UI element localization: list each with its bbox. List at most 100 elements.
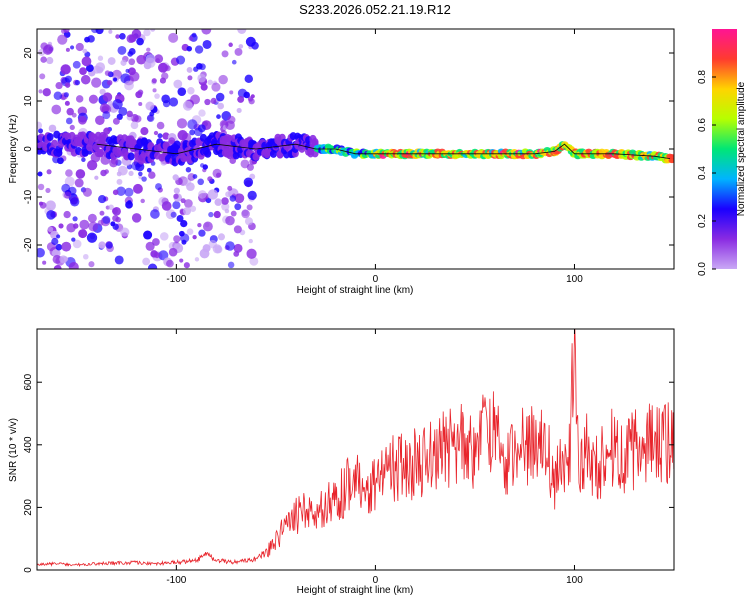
spectrogram-cell: [189, 129, 196, 136]
spectrogram-cell: [227, 185, 233, 191]
spectrogram-cell: [170, 211, 177, 218]
spectrogram-cell: [233, 243, 243, 253]
spectrogram-cell: [245, 36, 256, 47]
spectrogram-cell: [214, 245, 223, 254]
colorbar-tick-label: 0.4: [697, 166, 708, 180]
spectrogram-cell: [75, 95, 84, 103]
spectrogram-cell: [210, 139, 218, 148]
spectrogram-cell: [83, 253, 89, 260]
spectrogram-cell: [179, 258, 184, 263]
spectrogram-cell: [103, 127, 111, 135]
spectrogram-cell: [87, 35, 95, 43]
colorbar-gradient: [712, 29, 737, 269]
spectrogram-cell: [191, 32, 197, 38]
spectrogram-cell: [46, 169, 52, 175]
spectrogram-cell: [75, 169, 86, 179]
spectrogram-cell: [152, 88, 157, 93]
spectrogram-cell: [237, 95, 245, 103]
spectrogram-cell: [61, 241, 72, 252]
spectrogram-cell: [97, 55, 104, 61]
spectrogram-cell: [225, 215, 235, 226]
spectrogram-cell: [75, 42, 84, 52]
spectrogram-cell: [124, 80, 134, 91]
spectrogram-cell: [157, 133, 163, 139]
snr-plot-area: [37, 329, 674, 570]
spectrogram-cell: [244, 217, 254, 226]
spectrogram-cell: [197, 73, 207, 83]
spectrogram-cell: [104, 70, 111, 76]
spectrogram-cell: [63, 92, 69, 98]
spectrogram-cell: [668, 157, 674, 164]
spectrogram-cell: [118, 106, 128, 116]
spectral-ridge-line: [96, 143, 671, 159]
spectrogram-cell: [168, 241, 178, 251]
spectrogram-cell: [153, 130, 159, 136]
spectrogram-cell: [131, 161, 141, 171]
spectrogram-cell: [146, 47, 151, 52]
spectrogram-cell: [246, 163, 254, 171]
spectrogram-cell: [198, 109, 206, 117]
spectrogram-cell: [63, 210, 71, 219]
spectrogram-cell: [173, 187, 180, 194]
spectrogram-cell: [61, 183, 71, 193]
spectrogram-cell: [65, 47, 70, 52]
spectrogram-cell: [215, 92, 225, 102]
spectrogram-cell: [130, 121, 139, 130]
spectrogram-cell: [145, 53, 156, 64]
spectrogram-cell: [60, 64, 71, 75]
spectrogram-cell: [248, 238, 253, 244]
spectrogram-cell: [234, 203, 242, 211]
spectrogram-cell: [161, 94, 171, 104]
spectrogram-cell: [74, 178, 84, 188]
spectrogram-cell: [176, 214, 184, 222]
spectrogram-cell: [51, 139, 59, 148]
spectrogram-cell: [218, 74, 228, 85]
spectrogram-cell: [53, 264, 62, 269]
spectrogram-cell: [128, 58, 136, 66]
spectrogram-cell: [238, 44, 244, 49]
spectrogram-cell: [151, 78, 157, 84]
spectrogram-cell: [37, 183, 45, 191]
spectrogram-cell: [71, 237, 76, 242]
spectrogram-cell: [38, 128, 44, 134]
spectrogram-cell: [63, 29, 70, 33]
spectrogram-cell: [88, 261, 95, 268]
spectrogram-cell: [233, 225, 242, 234]
spectrogram-cell: [168, 137, 176, 145]
spectrogram-cell: [156, 121, 165, 130]
spectrogram-cell: [88, 221, 99, 232]
spectrogram-cell: [125, 68, 130, 73]
spectrogram-cell: [81, 157, 86, 162]
spectrogram-cell: [46, 210, 56, 220]
spectrogram-cell: [250, 94, 255, 99]
spectrogram-cell: [201, 29, 212, 35]
spectrogram-cell: [119, 32, 126, 40]
spectrogram-cell: [108, 204, 114, 211]
spectrogram-cell: [112, 189, 119, 196]
snr-axis-ticks: -100 0 100 0 200 400 600: [23, 329, 674, 586]
spectrogram-cell: [177, 130, 188, 141]
spectrogram-cell: [225, 120, 235, 130]
spectrogram-ytick-label: 10: [23, 95, 34, 107]
spectrogram-cell: [180, 233, 190, 243]
spectrogram-cell: [73, 223, 79, 229]
spectrogram-cell: [207, 79, 213, 86]
spectrogram-cell: [154, 93, 160, 99]
spectrogram-cell: [140, 198, 145, 204]
spectrogram-cell: [114, 255, 124, 265]
snr-ytick-label: 400: [23, 436, 34, 453]
spectrogram-cell: [72, 60, 81, 69]
colorbar-label: Normalized spectral amplitude: [736, 81, 747, 216]
spectrogram-cell: [236, 107, 242, 114]
spectrogram-cell: [136, 37, 144, 46]
spectrogram-cell: [146, 167, 152, 173]
spectrogram-cell: [127, 200, 132, 205]
spectrogram-cell: [68, 261, 79, 269]
spectrogram-cell: [148, 171, 156, 179]
spectrogram-cell: [56, 234, 61, 239]
spectrogram-cell: [102, 92, 113, 102]
spectrogram-cell: [88, 94, 99, 104]
spectrogram-cell: [127, 152, 135, 161]
spectrogram-cell: [47, 226, 54, 233]
